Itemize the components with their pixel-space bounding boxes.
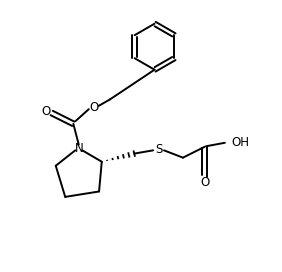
Text: N: N: [74, 142, 83, 155]
Text: OH: OH: [232, 136, 250, 149]
Text: O: O: [41, 105, 50, 118]
Text: O: O: [200, 176, 209, 189]
Text: O: O: [89, 101, 98, 114]
Text: S: S: [155, 143, 162, 156]
